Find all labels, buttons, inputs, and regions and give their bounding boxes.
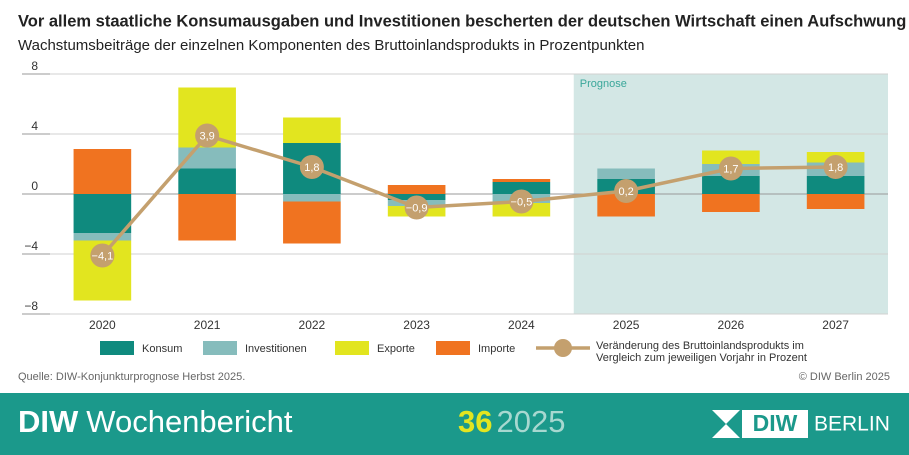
bar-segment: [597, 168, 655, 179]
source: Quelle: DIW-Konjunkturprognose Herbst 20…: [18, 371, 245, 383]
line-marker: [614, 179, 639, 203]
chart-title: Vor allem staatliche Konsumausgaben und …: [18, 12, 906, 30]
x-tick-label: 2023: [403, 318, 430, 332]
line: [101, 133, 836, 257]
issue-number: 36: [458, 404, 492, 439]
logo-box: [742, 410, 808, 438]
legend-label: Exporte: [377, 343, 415, 355]
data-label: 3,9: [199, 130, 214, 142]
bar-segment: [73, 149, 132, 194]
issue-year: 2025: [496, 404, 565, 439]
line-marker: [299, 155, 324, 179]
legend-line-label-box: Veränderung des Bruttoinlandsprodukts im…: [596, 340, 807, 364]
banner-issue: 36 2025: [458, 404, 565, 439]
data-label: 1,8: [828, 162, 843, 174]
line-marker: [718, 156, 743, 181]
x-tick-label: 2021: [194, 318, 221, 332]
y-tick-label: −8: [24, 299, 38, 313]
line-marker: [195, 123, 220, 148]
bar-segment: [283, 194, 341, 202]
legend-swatch: [100, 341, 134, 355]
bar-segment: [283, 201, 341, 244]
bar-segment: [492, 179, 551, 182]
x-tick-label: 2022: [299, 318, 326, 332]
y-tick-label: 4: [31, 119, 38, 133]
bar-segment: [283, 117, 341, 143]
logo-text: DIW: [753, 410, 798, 436]
logo-city: BERLIN: [814, 413, 890, 436]
data-label: −4,1: [92, 250, 114, 262]
x-tick-label: 2026: [718, 318, 745, 332]
bar-segment: [492, 182, 551, 194]
banner-title: DIW Wochenbericht: [18, 404, 293, 439]
bar-segment: [702, 176, 760, 194]
x-tick-label: 2025: [613, 318, 640, 332]
plot: Prognose −8 −4 0 4 8 2020 2021 2022 2023 2024 2025 2…: [22, 59, 888, 364]
data-label: 1,7: [723, 163, 738, 175]
y-tick-label: 8: [31, 59, 38, 73]
y-tick-label: −4: [24, 239, 38, 253]
legend-swatch: [436, 341, 470, 355]
legend-swatch: [203, 341, 237, 355]
bar-segment: [178, 194, 236, 241]
banner-brand: DIW: [18, 404, 79, 439]
x-tick-label: 2027: [822, 318, 849, 332]
bar-segment: [702, 194, 760, 212]
line-marker: [404, 195, 429, 220]
bar-segment: [73, 194, 132, 233]
logo-mark: [712, 410, 740, 438]
line-marker: [823, 155, 848, 179]
data-label: −0,9: [406, 202, 428, 214]
x-tick-label: 2020: [89, 318, 116, 332]
legend-label: Investitionen: [245, 343, 307, 355]
x-tick-label: 2024: [508, 318, 535, 332]
data-label: 1,8: [304, 162, 319, 174]
banner-publication: Wochenbericht: [86, 404, 293, 439]
y-tick-label: 0: [31, 179, 38, 193]
legend-label: Veränderung des Bruttoinlandsprodukts im…: [596, 340, 807, 364]
legend-swatch: [335, 341, 369, 355]
bar-segment: [178, 168, 236, 194]
data-label: 0,2: [618, 186, 633, 198]
bar-segment: [806, 194, 865, 209]
bar-segment: [73, 233, 132, 241]
line-marker: [90, 243, 115, 268]
legend-label: Importe: [478, 343, 515, 355]
credit: © DIW Berlin 2025: [799, 371, 890, 383]
bar-segment: [806, 176, 865, 194]
forecast-label: Prognose: [580, 78, 627, 90]
legend-marker: [554, 339, 572, 357]
legend-label: Konsum: [142, 343, 182, 355]
bar-segment: [387, 185, 446, 194]
data-label: −0,5: [511, 196, 533, 208]
chart-subtitle: Wachstumsbeiträge der einzelnen Komponen…: [18, 37, 645, 54]
bar-segment: [597, 194, 655, 217]
line-marker: [509, 189, 534, 214]
